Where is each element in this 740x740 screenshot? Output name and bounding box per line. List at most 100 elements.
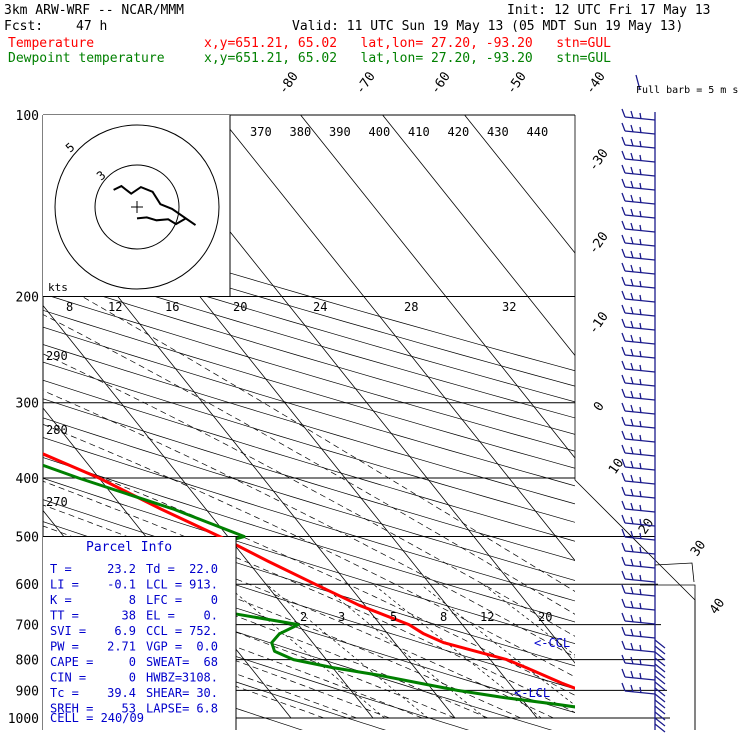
parcel-field-value: 6.8 [196,702,218,716]
wind-barb [621,346,626,356]
wind-barb [624,452,656,457]
dry-adiabat [43,246,575,403]
wind-barb [624,620,656,625]
wind-barb [621,360,626,370]
wind-barb [621,206,626,216]
hodograph-unit: kts [48,281,68,294]
wind-barb [621,262,626,272]
theta-e-label: 370 [250,125,272,139]
parcel-field-label: EL = [146,609,175,623]
wind-barb [621,570,626,580]
wind-barb [630,362,634,371]
mixing-ratio-line [372,583,542,719]
wind-barb [630,544,634,553]
wind-barb [624,228,656,233]
wind-barb [630,376,634,385]
parcel-field-label: TT = [50,609,79,623]
wind-barb [639,420,642,428]
wind-barb [654,663,666,673]
temperature-tick-label: -30 [586,146,612,174]
hodograph-ring [54,124,220,290]
dry-adiabat [43,344,575,505]
wind-barb [630,264,634,273]
parcel-field-value: -0.1 [107,578,136,592]
wind-barb [624,116,656,121]
moist-adiabat [43,390,575,658]
parcel-field-value: 30. [196,686,218,700]
wind-barb [639,336,642,344]
wind-barb [639,266,642,274]
wind-barb [624,648,656,653]
wind-barb [621,472,626,482]
moist-adiabat [43,423,575,678]
wind-barb [630,194,634,203]
isotherm-line [382,115,575,357]
parcel-field-value: 38 [122,609,136,623]
wind-barb [624,284,656,289]
theta-label: 270 [46,495,68,509]
wind-barb [630,530,634,539]
wind-barb [630,516,634,525]
isotherm-line [43,304,374,719]
parcel-field-label: T = [50,562,72,576]
dry-adiabat [43,417,575,581]
parcel-field-label: Tc = [50,686,79,700]
wind-barb [630,502,634,511]
wind-barb [639,168,642,176]
parcel-field-label: SREH = [50,702,93,716]
wind-barb [630,614,634,623]
moist-adiabat [43,480,575,713]
isotherm-line [464,115,575,254]
wind-barb [624,690,656,695]
theta-e-label: 430 [487,125,509,139]
wind-barb [621,640,626,650]
parcel-field-label: LAPSE= [146,702,189,716]
wind-barb [639,518,642,526]
wind-barb [621,248,626,258]
wind-barb [621,654,626,664]
wind-barb [639,434,642,442]
parcel-field-value: 23.2 [107,562,136,576]
pressure-label: 1000 [8,712,39,727]
mixing-ratio-label: 8 [440,610,447,624]
moist-adiabat [43,353,575,637]
wind-barb [630,432,634,441]
wind-barb [630,656,634,665]
temperature-tick-label: 10 [606,456,627,477]
wind-barb [639,140,642,148]
parcel-field-label: K = [50,593,72,607]
theta-e-label: 420 [448,125,470,139]
parcel-field-value: 39.4 [107,686,136,700]
wind-barb [624,312,656,317]
parcel-field-label: LCL = [146,578,182,592]
wind-barb [654,669,666,679]
wind-barb [621,430,626,440]
wind-barb [630,292,634,301]
dry-adiabat [43,499,575,667]
wind-barb [621,402,626,412]
dry-adiabat [43,309,575,469]
wind-barb [639,672,642,680]
theta-e-label: 440 [527,125,549,139]
wind-barb [621,458,626,468]
wind-barb [639,658,642,666]
wind-barb [630,558,634,567]
wind-barb [630,180,634,189]
parcel-field-label: SVI = [50,624,86,638]
right-panel: Full barb = 5 m s [636,85,738,730]
wind-barb [639,686,642,694]
wind-barb [639,574,642,582]
wind-barb [630,418,634,427]
mixing-ratio-label: 5 [390,610,397,624]
wind-barb [630,124,634,133]
wind-barb [630,306,634,315]
speed-profile [654,562,695,583]
dry-adiabat [43,293,575,452]
wind-barb [654,693,666,703]
wind-barb [630,446,634,455]
pressure-label: 500 [16,530,39,545]
wind-barb [624,466,656,471]
wind-scale-label: 8 [66,300,73,314]
temperature-tick-label: -20 [586,229,612,257]
